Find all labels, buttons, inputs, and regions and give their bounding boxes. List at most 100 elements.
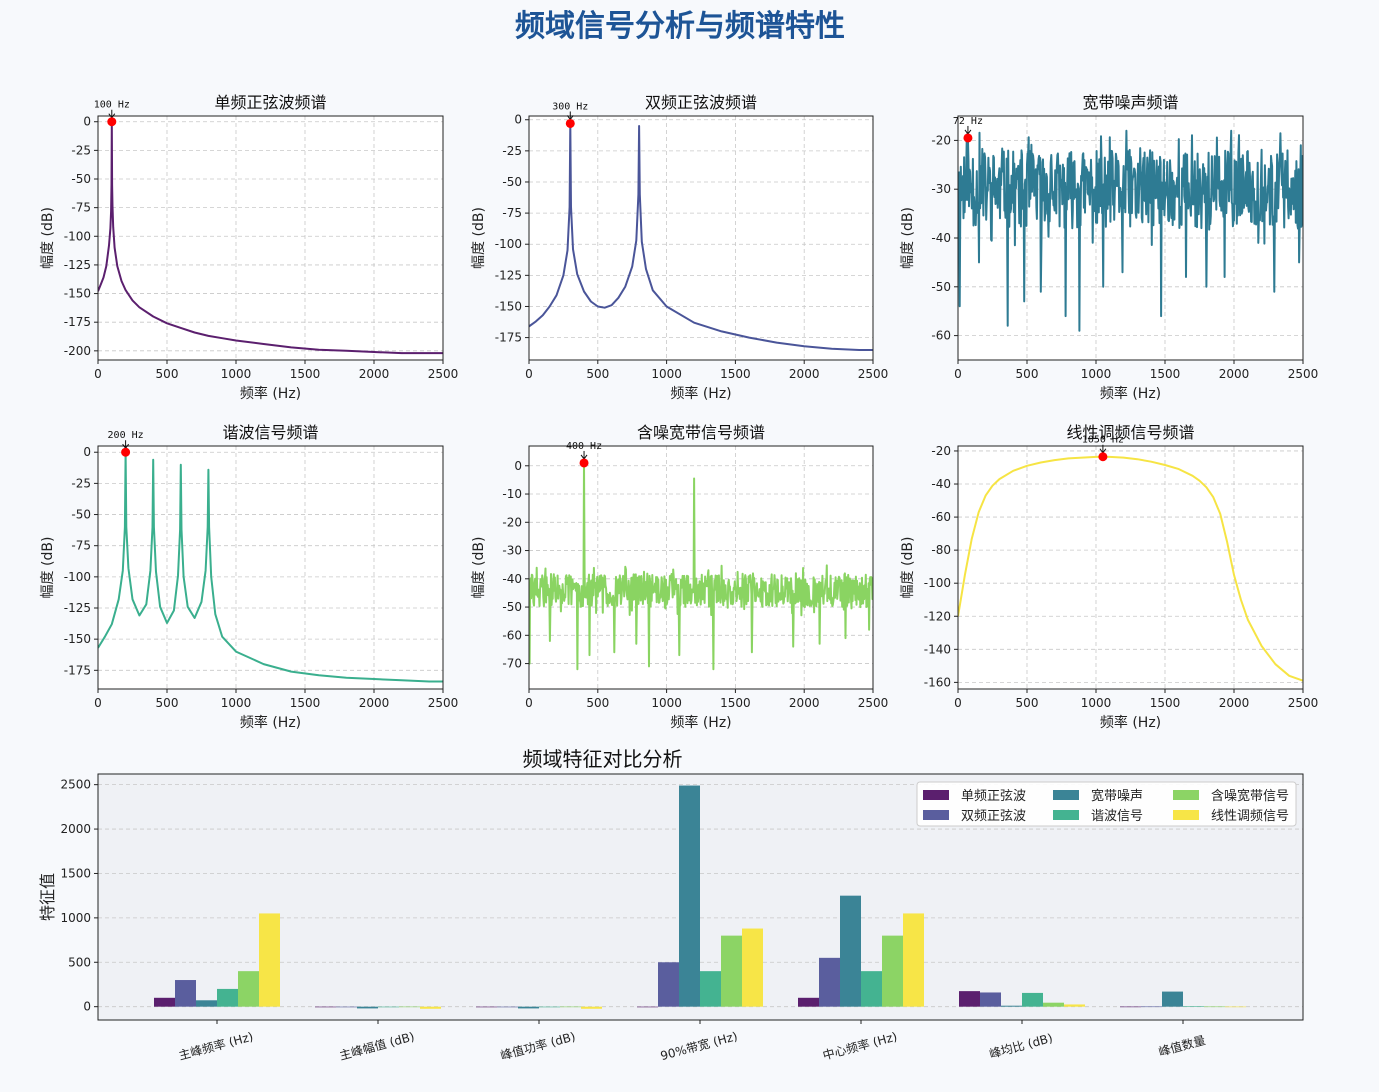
y-tick-label: -60 bbox=[931, 329, 951, 343]
y-tick-label: -125 bbox=[64, 601, 91, 615]
bar bbox=[378, 1006, 399, 1008]
bar bbox=[238, 971, 259, 1007]
peak-marker bbox=[963, 133, 973, 143]
subplot-4: 0 500 1000 1500 2000 2500 0 -25 -50 -75 -100 -125 -1… bbox=[40, 423, 458, 731]
subplot-title: 线性调频信号频谱 bbox=[1066, 423, 1194, 442]
bar bbox=[742, 928, 763, 1007]
bar bbox=[1001, 1005, 1022, 1007]
legend-label: 单频正弦波 bbox=[961, 788, 1026, 804]
peak-label: 200 Hz bbox=[108, 430, 144, 441]
bar-subplot: 主峰频率 (Hz) 主峰幅值 (dB) 峰值功率 (dB) 90%带宽 (Hz) 中心频… bbox=[38, 747, 1304, 1063]
peak-label: 100 Hz bbox=[94, 100, 130, 111]
y-tick-label: -175 bbox=[64, 663, 91, 677]
y-tick-label: -80 bbox=[931, 543, 951, 557]
legend-swatch bbox=[923, 810, 949, 820]
x-tick-label: 1500 bbox=[1150, 367, 1181, 381]
bar bbox=[581, 1006, 602, 1009]
x-axis-label: 频率 (Hz) bbox=[670, 385, 731, 402]
x-axis-label: 频率 (Hz) bbox=[240, 385, 301, 402]
y-tick-label: -150 bbox=[495, 299, 522, 313]
bar bbox=[721, 935, 742, 1007]
y-tick-label: -20 bbox=[931, 444, 951, 458]
y-tick-label: -20 bbox=[931, 133, 951, 147]
y-tick-label: 0 bbox=[514, 459, 522, 473]
x-axis-label: 频率 (Hz) bbox=[1100, 385, 1161, 402]
bar bbox=[700, 971, 721, 1007]
x-tick-label: 2000 bbox=[789, 367, 820, 381]
x-tick-label: 500 bbox=[156, 367, 179, 381]
bar bbox=[539, 1006, 560, 1008]
x-tick-label: 2500 bbox=[428, 367, 459, 381]
y-tick-label: 0 bbox=[83, 1000, 91, 1014]
peak-marker bbox=[565, 118, 575, 128]
subplot-title: 谐波信号频谱 bbox=[222, 423, 318, 442]
y-tick-label: -120 bbox=[924, 609, 951, 623]
bar bbox=[1022, 992, 1043, 1007]
x-tick-label: 1500 bbox=[1150, 696, 1181, 710]
peak-marker bbox=[121, 447, 131, 457]
bar bbox=[217, 988, 238, 1007]
bar bbox=[798, 997, 819, 1007]
legend-box bbox=[916, 781, 1297, 827]
y-tick-label: -40 bbox=[931, 231, 951, 245]
y-tick-label: -175 bbox=[495, 331, 522, 345]
x-tick-label: 2000 bbox=[1219, 696, 1250, 710]
bar bbox=[861, 971, 882, 1007]
spectrum-line bbox=[958, 455, 1303, 682]
spectrum-line bbox=[958, 129, 1303, 332]
y-tick-label: -100 bbox=[924, 576, 951, 590]
x-tick-label: 0 bbox=[954, 367, 962, 381]
peak-marker bbox=[579, 458, 589, 468]
bar bbox=[959, 991, 980, 1007]
y-axis-label: 幅度 (dB) bbox=[471, 207, 487, 269]
plot-frame bbox=[957, 445, 1304, 690]
bar bbox=[196, 1000, 217, 1007]
x-tick-label: 500 bbox=[156, 696, 179, 710]
bar bbox=[399, 1006, 420, 1008]
y-axis-label: 幅度 (dB) bbox=[40, 537, 56, 599]
x-tick-label: 0 bbox=[525, 367, 533, 381]
x-tick-label: 2000 bbox=[1219, 367, 1250, 381]
subplot-5: 0 500 1000 1500 2000 2500 0 -10 -20 -30 -40 -50 -60 -… bbox=[471, 423, 888, 731]
y-tick-label: 2500 bbox=[60, 778, 91, 792]
y-tick-label: 1000 bbox=[60, 911, 91, 925]
y-tick-label: -40 bbox=[502, 572, 522, 586]
y-tick-label: -30 bbox=[931, 182, 951, 196]
bar bbox=[560, 1006, 581, 1008]
peak-marker bbox=[107, 117, 117, 127]
x-tick-label: 0 bbox=[525, 696, 533, 710]
plot-area bbox=[529, 116, 873, 360]
y-tick-label: -60 bbox=[931, 510, 951, 524]
x-tick-label: 2500 bbox=[1288, 696, 1319, 710]
x-tick-label: 2500 bbox=[428, 696, 459, 710]
y-tick-label: -175 bbox=[64, 315, 91, 329]
bar bbox=[637, 1006, 658, 1008]
x-tick-label: 500 bbox=[586, 696, 609, 710]
subplot-6: 0 500 1000 1500 2000 2500 -20 -40 -60 -80 -100 -120… bbox=[900, 423, 1318, 731]
x-tick-label: 1000 bbox=[221, 696, 252, 710]
plot-area bbox=[529, 446, 873, 689]
bar bbox=[336, 1006, 357, 1008]
y-axis-label: 幅度 (dB) bbox=[40, 207, 56, 269]
plot-area bbox=[958, 446, 1303, 689]
y-tick-label: -75 bbox=[71, 201, 91, 215]
y-tick-label: -50 bbox=[502, 600, 522, 614]
plot-frame bbox=[97, 773, 1304, 1021]
subplot-title: 含噪宽带信号频谱 bbox=[637, 423, 765, 442]
peak-label: 72 Hz bbox=[953, 116, 983, 127]
y-tick-label: -50 bbox=[502, 175, 522, 189]
x-tick-label: 0 bbox=[954, 696, 962, 710]
y-tick-label: -60 bbox=[502, 628, 522, 642]
y-tick-label: -50 bbox=[931, 280, 951, 294]
x-tick-label: 1000 bbox=[1081, 696, 1112, 710]
bar bbox=[1120, 1006, 1141, 1008]
y-tick-label: 0 bbox=[83, 115, 91, 129]
bar bbox=[819, 957, 840, 1007]
y-tick-label: -75 bbox=[71, 539, 91, 553]
plots-container: 0 500 1000 1500 2000 25000-25-50-75-100-125-1… bbox=[38, 93, 1318, 1063]
plot-area bbox=[98, 116, 443, 360]
y-tick-label: -70 bbox=[502, 657, 522, 671]
bar bbox=[1064, 1004, 1085, 1007]
y-tick-label: -100 bbox=[495, 237, 522, 251]
plot-frame bbox=[97, 445, 444, 690]
